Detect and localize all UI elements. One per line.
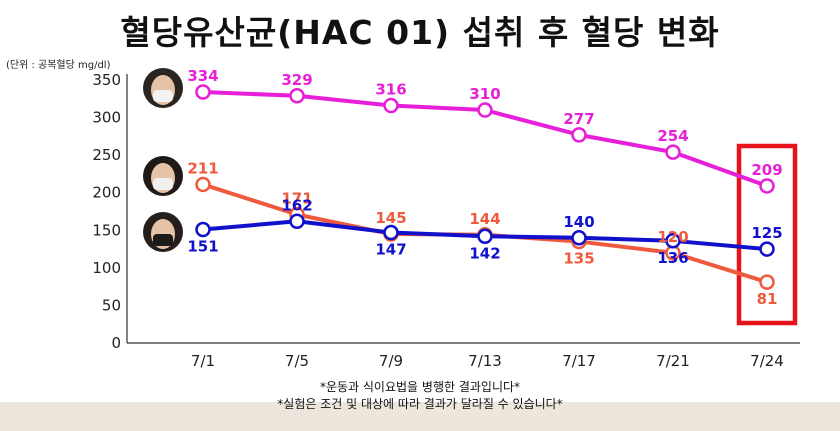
data-point — [477, 102, 493, 118]
data-label: 135 — [563, 250, 594, 268]
data-label: 142 — [469, 244, 500, 262]
data-label: 171 — [281, 190, 312, 208]
y-tick-label: 200 — [92, 184, 121, 202]
data-label: 254 — [657, 127, 688, 145]
series-layer — [195, 84, 775, 290]
avatar-mask — [153, 234, 173, 246]
data-label: 125 — [751, 224, 782, 242]
data-label: 145 — [375, 209, 406, 227]
data-label: 81 — [757, 290, 778, 308]
highlight-layer — [736, 143, 798, 326]
avatar-person-1-icon — [143, 68, 183, 108]
data-label: 310 — [469, 85, 500, 103]
data-point — [195, 176, 211, 193]
avatar-mask — [153, 90, 173, 102]
data-point — [383, 224, 399, 241]
unit-label: (단위 : 공복혈당 mg/dl) — [6, 60, 111, 71]
avatar-layer — [143, 68, 183, 252]
data-point — [477, 228, 493, 245]
x-tick-labels: 7/1 7/5 7/9 7/13 7/17 7/21 7/24 — [191, 352, 784, 370]
y-tick-label: 50 — [102, 296, 121, 314]
bottom-band — [0, 402, 840, 431]
highlight-box — [736, 143, 798, 326]
y-tick-label: 350 — [92, 71, 121, 89]
data-label: 211 — [187, 159, 218, 177]
data-point — [289, 88, 305, 104]
y-tick-label: 0 — [111, 334, 121, 352]
data-label: 147 — [375, 241, 406, 259]
avatar-person-2-icon — [143, 156, 183, 196]
data-label-layer: 334 329 316 310 277 254 209 211 171 145 144 135 120 8… — [187, 67, 782, 308]
data-label: 329 — [281, 71, 312, 89]
data-point — [665, 144, 681, 160]
data-label: 120 — [657, 228, 688, 246]
avatar-mask — [153, 178, 173, 190]
x-tick-label: 7/9 — [379, 352, 403, 370]
y-tick-label: 250 — [92, 146, 121, 164]
footnote-disclaimer: *실험은 조건 및 대상에 따라 결과가 달라질 수 있습니다* — [277, 397, 563, 411]
y-tick-labels: 0 50 100 150 200 250 300 350 — [92, 71, 121, 352]
chart-title: 혈당유산균(HAC 01) 섭취 후 혈당 변화 — [120, 13, 720, 52]
data-point — [195, 84, 211, 100]
data-label: 136 — [657, 249, 688, 267]
data-point — [195, 221, 211, 238]
x-tick-label: 7/1 — [191, 352, 215, 370]
data-point — [571, 230, 587, 246]
data-label: 316 — [375, 81, 406, 99]
data-label: 277 — [563, 110, 594, 128]
y-tick-label: 150 — [92, 221, 121, 239]
x-tick-label: 7/24 — [750, 352, 784, 370]
data-point — [665, 233, 681, 249]
data-point — [289, 213, 305, 230]
data-label: 162 — [281, 196, 312, 214]
data-label: 209 — [751, 161, 782, 179]
data-point — [571, 127, 587, 143]
data-label: 151 — [187, 238, 218, 256]
data-point — [383, 97, 399, 114]
axes — [126, 74, 800, 344]
data-point — [759, 178, 775, 194]
footnote-exercise-diet: *운동과 식이요법을 병행한 결과입니다* — [319, 380, 521, 394]
y-tick-label: 100 — [92, 259, 121, 277]
data-label: 140 — [563, 213, 594, 231]
data-point — [759, 274, 775, 290]
x-tick-label: 7/5 — [285, 352, 309, 370]
avatar-person-3-icon — [143, 212, 183, 252]
x-tick-label: 7/21 — [656, 352, 690, 370]
data-label: 334 — [187, 67, 218, 85]
x-tick-label: 7/13 — [468, 352, 502, 370]
y-tick-label: 300 — [92, 109, 121, 127]
data-label: 144 — [469, 210, 500, 228]
x-tick-label: 7/17 — [562, 352, 596, 370]
data-point — [759, 241, 775, 257]
